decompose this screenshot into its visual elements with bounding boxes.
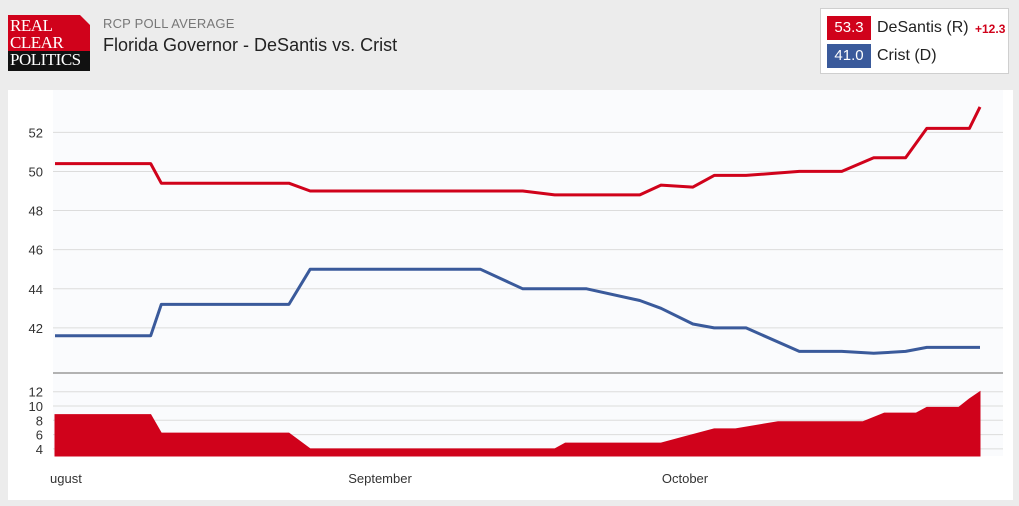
main-ytick-44: 44 — [29, 282, 43, 297]
xtick-label-2: October — [662, 471, 709, 486]
chart-area: 42 44 46 48 50 52 4 6 8 10 12 ugust September October — [8, 90, 1013, 500]
spread-ytick-12: 12 — [29, 385, 43, 400]
legend: 53.3 DeSantis (R) +12.3 41.0 Crist (D) — [820, 8, 1009, 74]
legend-name-desantis: DeSantis (R) — [877, 19, 969, 36]
spread-ytick-8: 8 — [36, 413, 43, 428]
series-line-crist — [55, 267, 980, 355]
rcp-logo[interactable]: REAL CLEAR POLITICS — [8, 15, 90, 71]
xtick-label-0: ugust — [50, 471, 82, 486]
logo-fold-corner — [80, 15, 90, 25]
spread-ytick-6: 6 — [36, 428, 43, 443]
legend-value-desantis: 53.3 — [827, 16, 871, 40]
legend-spread: +12.3 — [975, 22, 1006, 36]
chart-subtitle: RCP POLL AVERAGE — [103, 16, 235, 31]
logo-line-3: POLITICS — [8, 51, 90, 71]
series-line-desantis — [55, 106, 982, 197]
spread-ytick-4: 4 — [36, 442, 43, 457]
legend-value-crist: 41.0 — [827, 44, 871, 68]
chart-title: Florida Governor - DeSantis vs. Crist — [103, 35, 398, 55]
main-plot-background — [53, 90, 1003, 373]
legend-name-crist: Crist (D) — [877, 47, 937, 64]
main-ytick-42: 42 — [29, 321, 43, 336]
main-ytick-52: 52 — [29, 125, 43, 140]
header: REAL CLEAR POLITICS RCP POLL AVERAGE Flo… — [0, 0, 1019, 88]
main-ytick-48: 48 — [29, 204, 43, 219]
main-ytick-50: 50 — [29, 164, 43, 179]
spread-ytick-10: 10 — [29, 399, 43, 414]
main-ytick-46: 46 — [29, 243, 43, 258]
xtick-label-1: September — [348, 471, 412, 486]
spread-area — [54, 390, 981, 457]
logo-line-1: REAL — [10, 16, 53, 35]
logo-line-2: CLEAR — [10, 33, 64, 52]
